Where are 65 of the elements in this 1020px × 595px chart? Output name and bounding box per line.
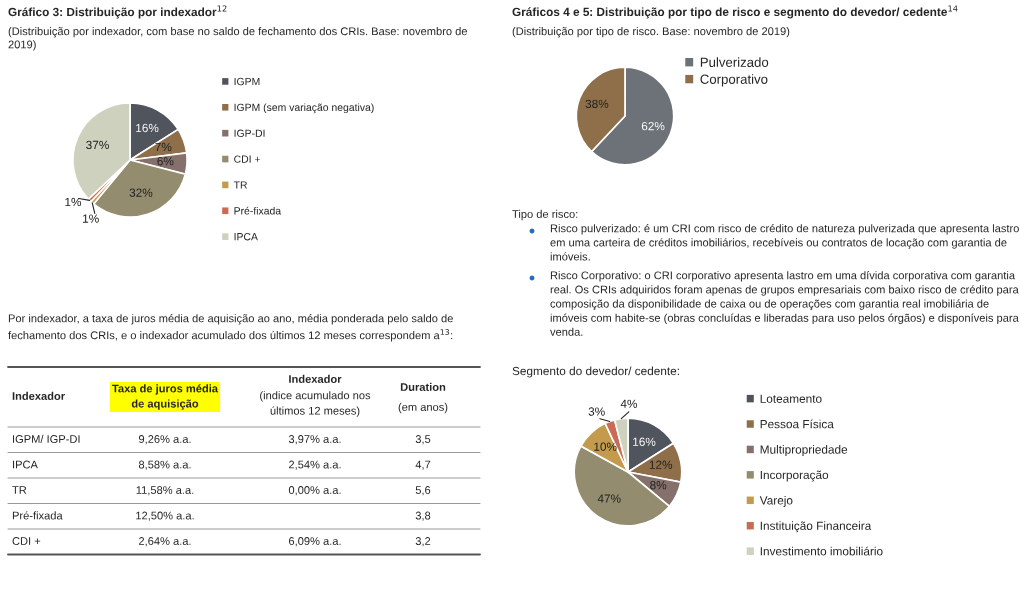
- text: Indexador: [12, 391, 65, 400]
- text: 3,97% a.a.: [288, 435, 341, 445]
- legend-label: IPCA: [234, 233, 258, 241]
- chart-subtitle: (Distribuição por tipo de risco. Base: novembro de 2019): [512, 27, 790, 38]
- text: Tipo de risco:: [512, 209, 578, 221]
- chart-title: Gráfico 3: Distribuição por indexador$^{12}$: [8, 5, 227, 19]
- text: IGPM/ IGP-DI: [13, 434, 80, 443]
- legend-label: Incorporação: [760, 470, 829, 482]
- data-label: 4%: [620, 399, 638, 408]
- text: 9,26% a.a.: [138, 435, 191, 445]
- text: Duration: [400, 382, 446, 391]
- legend-label: Varejo: [759, 495, 793, 507]
- chart-subtitle: (Distribuição por indexador, com base no saldo de fechamento dos CRIs. Base: novembro de 2019): [8, 27, 468, 51]
- text: 0,00% a.a.: [288, 486, 341, 496]
- text: TR: [12, 486, 27, 494]
- text: 6,09% a.a.: [289, 537, 341, 547]
- legend-label: CDI +: [234, 155, 261, 163]
- chart-title: Gráficos 4 e 5: Distribuição por tipo de risco e segmento do devedor/ cedente$^{14}$: [512, 5, 958, 19]
- text: 3,2: [415, 537, 431, 547]
- chart-title: Segmento do devedor/ cedente:: [512, 366, 679, 378]
- text: IPCA: [13, 460, 38, 469]
- text: (em anos): [398, 402, 448, 414]
- data-label: 1%: [65, 197, 82, 207]
- legend-label: IGPM (sem variação negativa): [234, 103, 374, 114]
- text: Risco pulverizado: é um CRI com risco de crédito de natureza pulverizada que apresenta lastro em uma carteira de créditos imobiliários, recebíveis ou contratos de locação com garantia de imóveis.: [550, 224, 1019, 261]
- text: 5,6: [415, 486, 431, 496]
- data-label: 16%: [633, 437, 656, 446]
- legend-label: Instituição Financeira: [760, 521, 872, 533]
- text: Taxa de juros média de aquisição: [112, 384, 219, 410]
- data-label: 37%: [86, 140, 109, 150]
- legend-label: Corporativo: [700, 74, 768, 87]
- legend-label: Pré-fixada: [234, 206, 282, 215]
- text: Indexador: [289, 374, 342, 383]
- legend-label: Loteamento: [760, 394, 822, 403]
- text: 12,50% a.a.: [136, 511, 194, 521]
- legend-label: Investimento imobiliário: [760, 546, 883, 556]
- text: (indice acumulado nos últimos 12 meses): [260, 391, 371, 417]
- legend-label: IGPM: [234, 77, 260, 86]
- legend-label: IGP-DI: [234, 129, 265, 137]
- text: Pré-fixada: [12, 511, 63, 520]
- text: 3,8: [415, 511, 431, 521]
- data-label: 8%: [650, 481, 667, 490]
- legend-label: Multipropriedade: [760, 445, 848, 457]
- text: 11,58% a.a.: [136, 486, 194, 496]
- text: Por indexador, a taxa de juros média de aquisição ao ano, média ponderada pelo saldo de fechamento dos CRIs, e o indexador acumulado dos últimos 12 meses correspondem a$^{13}$:: [8, 314, 453, 342]
- text: 3,5: [415, 435, 431, 445]
- data-label: 32%: [129, 188, 153, 197]
- data-label: 12%: [649, 460, 673, 469]
- data-label: 47%: [597, 494, 621, 503]
- data-label: 16%: [136, 123, 159, 133]
- text: Risco Corporativo: o CRI corporativo apresenta lastro em uma dívida corporativa com garantia real. Os CRIs adquiridos foram apenas de grupos empresariais com baixo risco de crédito para composição da disponibilidade de caixa ou de operações com garantia real imobiliária de imóveis com habite-se (obras concluídas e liberadas para uso pelos órgãos) e disponíveis para venda.: [550, 271, 1019, 336]
- text: 4,7: [415, 460, 431, 470]
- text: 2,54% a.a.: [289, 460, 341, 470]
- text: CDI +: [12, 537, 41, 545]
- data-label: 38%: [585, 99, 609, 109]
- text: 8,58% a.a.: [138, 460, 191, 470]
- legend-label: Pessoa Física: [760, 419, 834, 429]
- data-label: 7%: [155, 142, 172, 152]
- legend-label: TR: [233, 181, 248, 189]
- data-label: 3%: [588, 407, 605, 416]
- data-label: 62%: [641, 121, 665, 131]
- data-label: 1%: [83, 214, 99, 223]
- data-label: 6%: [157, 157, 174, 166]
- text: 2,64% a.a.: [139, 537, 191, 547]
- legend-label: Pulverizado: [700, 57, 769, 67]
